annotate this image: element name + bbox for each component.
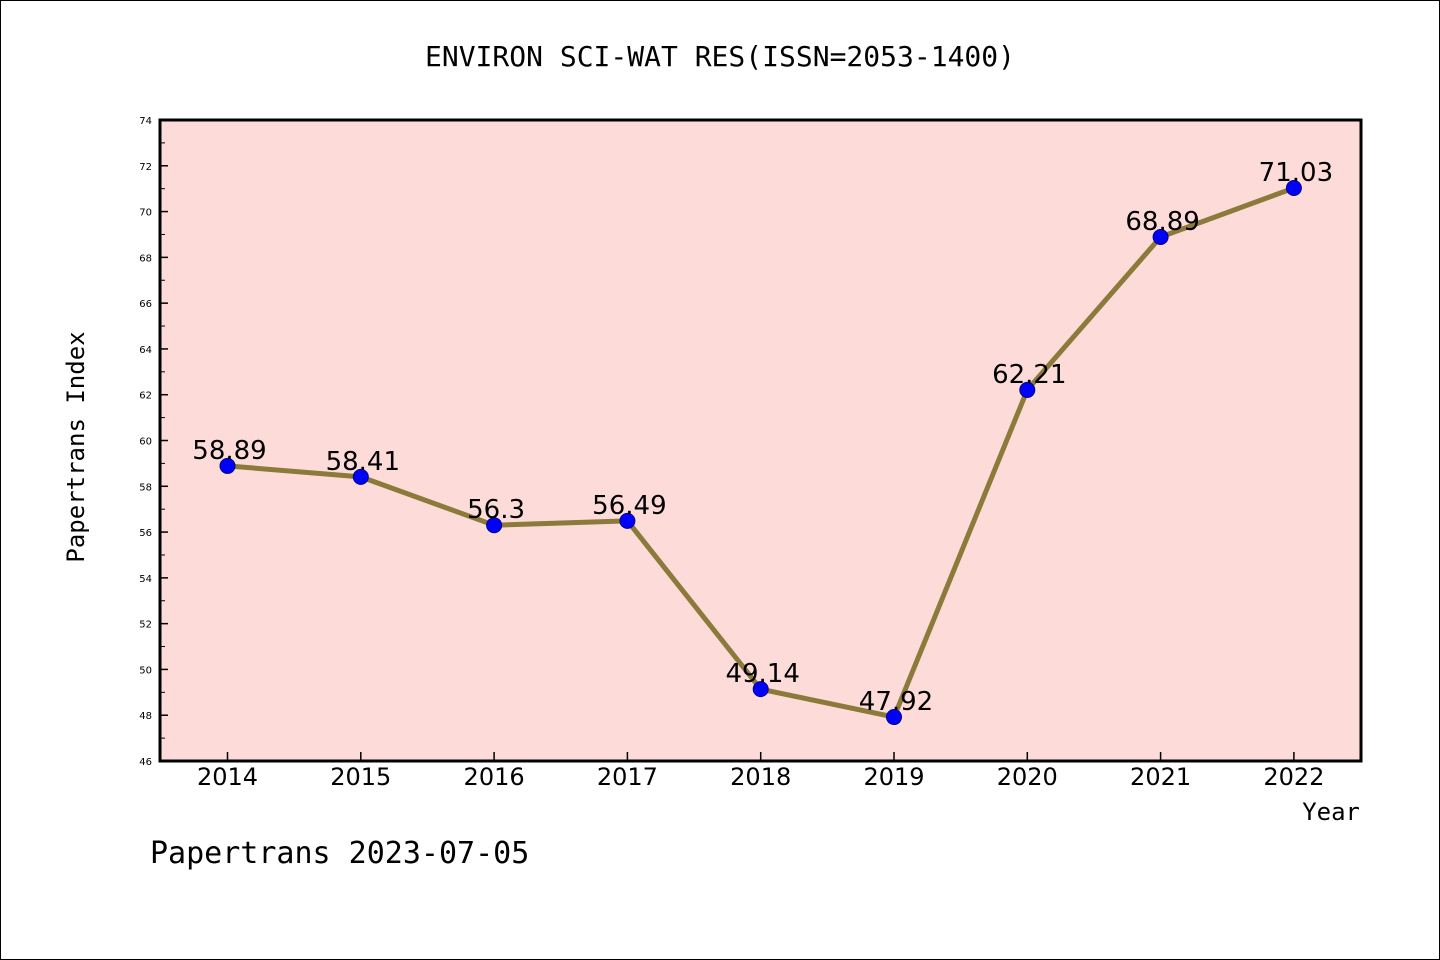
x-tick-label: 2020 — [997, 763, 1058, 791]
data-label: 58.89 — [192, 436, 266, 466]
y-tick-label: 68 — [139, 253, 152, 264]
data-labels: 58.89 58.41 56.3 56.49 49.14 47.92 62.21 68.89 7… — [192, 158, 1333, 717]
data-point — [1019, 381, 1036, 398]
x-tick-label: 2014 — [197, 763, 258, 791]
data-point — [886, 709, 902, 726]
footer-stamp: Papertrans 2023-07-05 — [150, 836, 529, 871]
x-axis-label: Year — [1302, 798, 1360, 826]
data-label: 62.21 — [992, 360, 1066, 390]
y-tick-label: 74 — [139, 116, 152, 127]
plot-area — [158, 118, 1363, 763]
x-axis: 2014 2015 2016 2017 2018 2019 2020 2021 2022 — [197, 752, 1324, 791]
y-tick-label: 72 — [139, 162, 152, 173]
x-tick-label: 2015 — [330, 763, 391, 791]
data-label: 71.03 — [1259, 158, 1333, 188]
y-tick-label: 62 — [139, 391, 152, 402]
y-tick-label: 46 — [139, 757, 152, 768]
data-point — [752, 681, 769, 698]
x-tick-label: 2021 — [1130, 763, 1191, 791]
x-tick-label: 2016 — [464, 763, 525, 791]
data-point — [486, 517, 503, 534]
x-tick-label: 2018 — [730, 763, 791, 791]
y-tick-label: 56 — [139, 528, 152, 539]
data-label: 56.3 — [467, 495, 525, 525]
data-label: 58.41 — [326, 447, 400, 477]
chart-title: ENVIRON SCI-WAT RES(ISSN=2053-1400) — [425, 40, 1015, 73]
y-tick-label: 60 — [139, 437, 152, 448]
y-axis-label: Papertrans Index — [62, 331, 90, 562]
data-point — [1152, 228, 1169, 245]
data-point — [219, 457, 236, 474]
data-label: 47.92 — [859, 687, 933, 717]
y-tick-label: 58 — [139, 482, 152, 493]
y-tick-label: 70 — [139, 208, 152, 219]
data-markers — [219, 179, 1302, 726]
data-point — [352, 468, 369, 485]
y-tick-label: 50 — [139, 665, 152, 676]
x-tick-label: 2017 — [597, 763, 658, 791]
x-tick-label: 2019 — [863, 763, 924, 791]
y-tick-label: 52 — [139, 620, 152, 631]
data-label: 68.89 — [1125, 207, 1199, 237]
y-tick-label: 54 — [139, 574, 152, 585]
data-point — [1285, 179, 1302, 196]
y-axis: 46 48 50 52 54 56 58 60 62 64 66 68 70 72 74 — [139, 116, 168, 768]
data-point — [619, 512, 636, 529]
y-tick-label: 66 — [139, 299, 152, 310]
data-label: 49.14 — [725, 659, 799, 689]
y-tick-label: 48 — [139, 711, 152, 722]
data-label: 56.49 — [592, 491, 666, 521]
x-tick-label: 2022 — [1263, 763, 1324, 791]
y-tick-label: 64 — [139, 345, 152, 356]
